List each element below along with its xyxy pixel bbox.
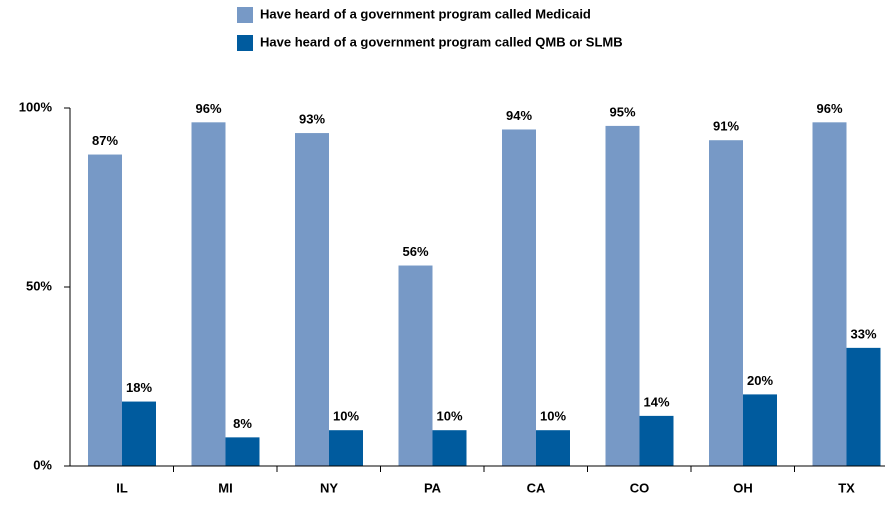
bar (122, 401, 156, 466)
bar (605, 125, 640, 467)
bar (432, 430, 467, 466)
bar (639, 415, 674, 466)
bar (846, 347, 881, 466)
value-label: 87% (92, 133, 118, 148)
bar (709, 140, 743, 466)
value-label: 10% (436, 409, 462, 424)
x-tick-label: TX (838, 480, 855, 495)
y-tick-label: 100% (19, 99, 53, 114)
value-label: 94% (506, 108, 532, 123)
legend-label: Have heard of a government program calle… (260, 6, 591, 21)
value-label: 20% (747, 373, 773, 388)
value-label: 33% (850, 326, 876, 341)
value-label: 95% (609, 104, 635, 119)
bar (225, 437, 260, 466)
value-label: 56% (402, 244, 428, 259)
legend-label: Have heard of a government program calle… (260, 34, 623, 49)
value-label: 93% (299, 111, 325, 126)
bar (295, 133, 329, 466)
value-label: 96% (195, 101, 221, 116)
x-tick-label: PA (424, 480, 442, 495)
value-label: 91% (713, 119, 739, 134)
x-tick-label: IL (116, 480, 128, 495)
bar (812, 122, 847, 466)
x-tick-label: CA (527, 480, 546, 495)
x-tick-label: NY (320, 480, 338, 495)
legend-swatch (237, 35, 253, 51)
value-label: 10% (540, 409, 566, 424)
bar (329, 430, 363, 466)
value-label: 8% (233, 416, 252, 431)
bar (743, 394, 777, 466)
legend-swatch (237, 7, 253, 23)
value-label: 14% (643, 394, 669, 409)
x-tick-label: CO (630, 480, 650, 495)
bar (536, 430, 570, 466)
bar (502, 129, 536, 467)
y-tick-label: 0% (33, 457, 52, 472)
y-tick-label: 50% (26, 278, 52, 293)
bar (398, 265, 433, 466)
value-label: 96% (816, 101, 842, 116)
bar (88, 154, 122, 467)
bar (191, 122, 226, 466)
x-tick-label: MI (218, 480, 232, 495)
x-tick-label: OH (733, 480, 753, 495)
value-label: 18% (126, 380, 152, 395)
value-label: 10% (333, 409, 359, 424)
